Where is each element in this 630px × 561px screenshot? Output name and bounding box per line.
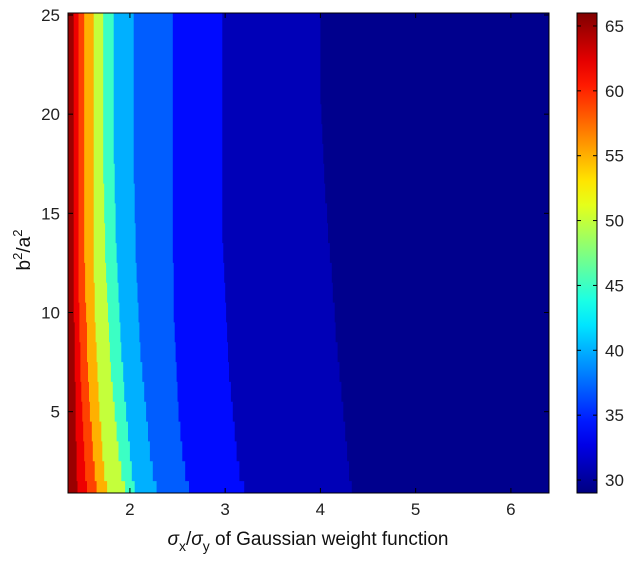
y-axis-title: b2/a2 <box>10 230 35 271</box>
x-title-sub-2: y <box>203 538 210 554</box>
colorbar-tick-label: 50 <box>605 212 624 231</box>
colorbar-tick-label: 55 <box>605 147 624 166</box>
y-tick-label: 15 <box>41 204 60 223</box>
y-title-slash: /a <box>14 236 35 252</box>
colorbar-tick-label: 65 <box>605 17 624 36</box>
colorbar-tick-label: 35 <box>605 406 624 425</box>
x-title-rest: of Gaussian weight function <box>210 529 449 550</box>
y-title-sup-2: 2 <box>10 230 25 237</box>
y-tick-label: 5 <box>51 403 60 422</box>
x-axis-title: σx/σy of Gaussian weight function <box>168 529 449 554</box>
y-title-sup-1: 2 <box>10 253 25 260</box>
colorbar-tick-label: 40 <box>605 341 624 360</box>
plot-frame <box>67 12 550 494</box>
x-tick-label: 2 <box>125 500 134 519</box>
y-tick-label: 25 <box>41 6 60 25</box>
x-title-slash: / <box>186 529 192 550</box>
x-axis: 2 3 4 5 6 <box>125 13 516 519</box>
colorbar <box>576 12 598 494</box>
x-tick-label: 4 <box>316 500 325 519</box>
x-tick-label: 5 <box>411 500 420 519</box>
plot-area <box>68 13 549 493</box>
y-tick-label: 20 <box>41 105 60 124</box>
y-axis: 5 10 15 20 25 <box>41 6 549 422</box>
colorbar-tick-label: 45 <box>605 276 624 295</box>
x-tick-label: 6 <box>506 500 515 519</box>
colorbar-tick-label: 60 <box>605 82 624 101</box>
x-title-sigma-1: σ <box>168 529 181 550</box>
colorbar-axis: 30 35 40 45 50 55 60 65 <box>577 17 624 490</box>
y-title-base: b <box>14 260 35 271</box>
x-title-sigma-2: σ <box>191 529 204 550</box>
colorbar-tick-label: 30 <box>605 471 624 490</box>
y-tick-label: 10 <box>41 304 60 323</box>
x-title-sub-1: x <box>179 538 186 554</box>
x-tick-label: 3 <box>220 500 229 519</box>
contour-band-65 <box>68 13 78 493</box>
